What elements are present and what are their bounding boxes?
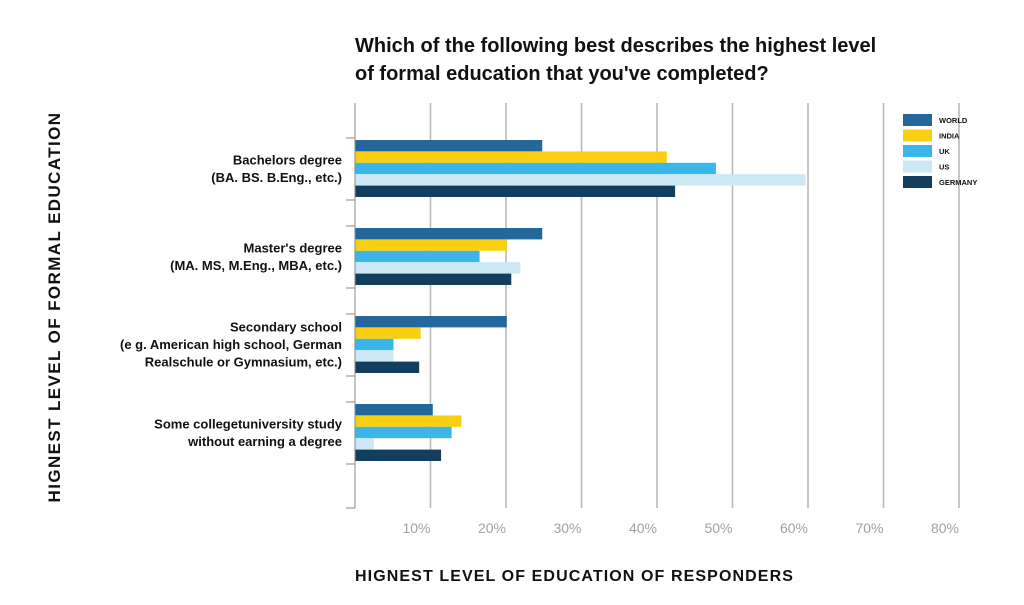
bar-us-1 [355,174,806,186]
bar-world-2 [355,228,543,240]
category-label-1: Bachelors degree [233,152,342,167]
bar-us-3 [355,350,394,362]
legend-label-india: INDIA [939,132,960,141]
legend-swatch-india [903,129,932,142]
category-label-3: (e g. American high school, German [120,337,342,352]
legend-label-world: WORLD [939,116,968,125]
legend-swatch-us [903,160,932,173]
bar-uk-1 [355,162,716,175]
x-tick-label-60%: 60% [780,520,808,536]
bar-uk-4 [355,426,452,439]
bar-world-3 [355,316,507,328]
bar-germany-1 [355,185,676,197]
y-axis-title: HIGNEST LEVEL OF FORMAL EDUCATION [45,112,64,503]
category-label-3: Secondary school [230,320,342,335]
y-axis-ticks [346,137,355,509]
bar-india-4 [355,415,462,427]
legend-label-uk: UK [939,147,950,156]
category-labels: Bachelors degree (BA. BS. B.Eng., etc.) Ma… [120,152,343,449]
chart-title-line-2: of formal education that you've complete… [355,63,769,85]
legend-label-us: US [939,163,949,172]
category-label-1: (BA. BS. B.Eng., etc.) [211,170,342,185]
x-tick-label-40%: 40% [629,520,657,536]
category-label-2: Master's degree [244,240,342,255]
x-tick-label-10%: 10% [402,520,430,536]
bar-india-1 [355,151,667,163]
bar-world-1 [355,140,543,152]
bar-uk-2 [355,250,480,263]
bars [355,140,806,461]
legend-swatch-world [903,114,932,126]
chart-title-line-1: Which of the following best describes th… [355,35,876,57]
bar-germany-3 [355,361,420,373]
bar-india-3 [355,327,421,339]
category-label-2: (MA. MS, M.Eng., MBA, etc.) [170,258,342,273]
bar-world-4 [355,404,433,416]
category-label-3: Realschule or Gymnasium, etc.) [145,355,342,370]
legend-label-germany: GERMANY [939,178,977,187]
bar-uk-3 [355,338,394,351]
bar-germany-4 [355,449,442,461]
legend-swatch-uk [903,145,932,157]
bar-us-4 [355,438,374,450]
legend: WORLD INDIA UK US GERMANY [903,114,977,188]
x-tick-label-80%: 80% [931,520,959,536]
legend-swatch-germany [903,176,932,188]
x-tick-label-70%: 70% [855,520,883,536]
bar-india-2 [355,239,507,251]
x-tick-labels: 10% 20% 30% 40% 50% 60% 70% 80% [402,520,959,536]
x-axis-title: HIGNEST LEVEL OF EDUCATION OF RESPONDERS [355,568,794,585]
category-label-4: without earning a degree [187,434,342,449]
bar-us-2 [355,262,521,274]
x-tick-label-50%: 50% [704,520,732,536]
bar-germany-2 [355,273,512,285]
x-tick-label-30%: 30% [553,520,581,536]
x-tick-label-20%: 20% [478,520,506,536]
category-label-4: Some collegetuniversity study [154,416,343,431]
